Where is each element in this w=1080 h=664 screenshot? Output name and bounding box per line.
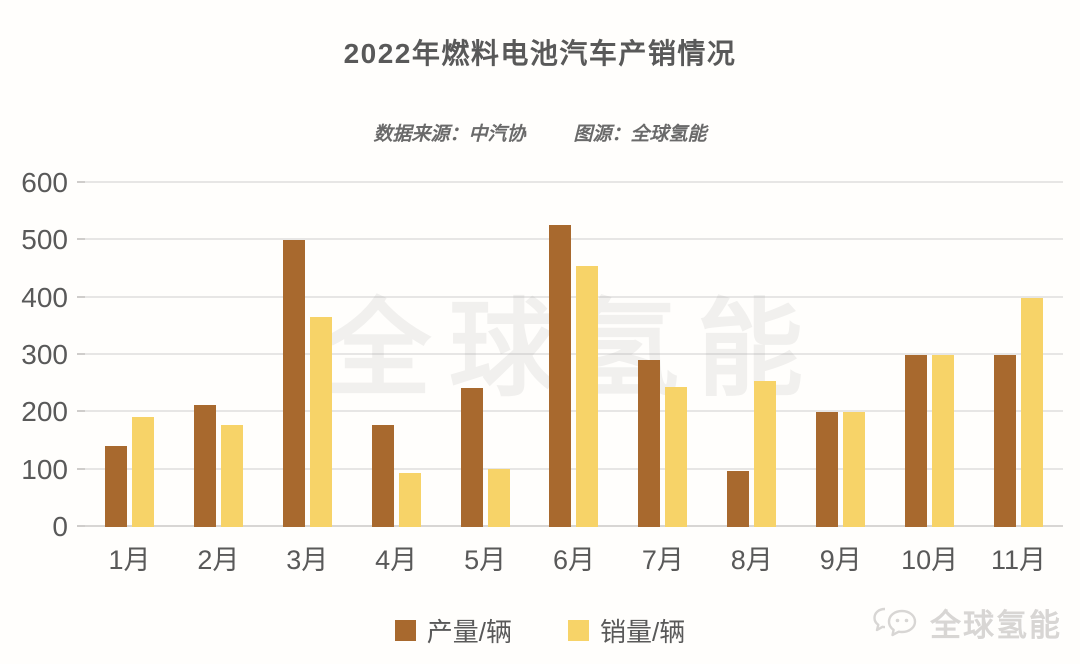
y-axis-label-400: 400: [21, 281, 68, 313]
gridline-300: [85, 353, 1063, 355]
x-axis-label-5月: 5月: [464, 545, 507, 575]
x-axis-label-10月: 10月: [901, 545, 959, 575]
bar-产量/辆-10月: [905, 355, 928, 527]
brand-logo-text: 全球氢能: [930, 608, 1062, 643]
legend-item-销量/辆: 销量/辆: [568, 612, 685, 649]
y-tick-500: [77, 238, 85, 241]
bar-销量/辆-3月: [309, 316, 332, 527]
bar-产量/辆-7月: [638, 359, 661, 527]
legend: 产量/辆 销量/辆: [0, 612, 1080, 649]
x-axis-label-6月: 6月: [552, 545, 595, 575]
legend-label-产量/辆: 产量/辆: [426, 617, 512, 647]
chart-subtitle: 数据来源：中汽协 图源：全球氢能: [0, 119, 1080, 146]
month-group-11月: [974, 183, 1063, 527]
month-group-8月: [707, 183, 796, 527]
bar-产量/辆-2月: [193, 404, 216, 527]
month-group-9月: [796, 183, 885, 527]
plot-area: 全球氢能: [77, 181, 1063, 527]
x-axis-label-9月: 9月: [819, 545, 862, 575]
bar-产量/辆-1月: [104, 445, 127, 527]
gridline-200: [85, 410, 1063, 413]
month-group-1月: [85, 183, 174, 527]
month-group-5月: [441, 183, 530, 527]
gridline-400: [85, 295, 1063, 298]
bars-row: [85, 183, 1063, 527]
bar-产量/辆-5月: [460, 388, 483, 527]
month-group-7月: [618, 183, 707, 527]
x-axis-label-4月: 4月: [375, 545, 418, 575]
x-axis-label-2月: 2月: [197, 545, 240, 575]
y-axis-label-600: 600: [21, 167, 68, 198]
y-tick-400: [77, 295, 85, 298]
y-tick-600: [77, 181, 85, 183]
y-tick-200: [77, 410, 85, 413]
gridline-0: [85, 525, 1063, 527]
x-axis-label-8月: 8月: [730, 545, 773, 575]
x-axis-label-3月: 3月: [286, 545, 329, 575]
image-source-label: 图源：全球氢能: [573, 124, 707, 145]
x-axis-labels: 1月 2月 3月 4月 5月 6月 7月 8月 9月 10月 11月: [85, 538, 1063, 582]
bar-销量/辆-4月: [398, 473, 421, 527]
y-axis-label-300: 300: [21, 339, 68, 370]
gridline-600: [85, 181, 1063, 183]
bar-销量/辆-10月: [932, 355, 955, 527]
bar-产量/辆-11月: [994, 355, 1017, 527]
y-axis-label-500: 500: [21, 224, 68, 256]
month-group-2月: [174, 183, 263, 527]
bar-产量/辆-8月: [727, 471, 750, 527]
legend-label-销量/辆: 销量/辆: [600, 617, 686, 647]
y-tick-0: [77, 525, 85, 527]
y-axis-label-100: 100: [21, 453, 68, 485]
bar-销量/辆-1月: [131, 416, 154, 527]
legend-item-产量/辆: 产量/辆: [394, 612, 512, 649]
legend-swatch-销量/辆: [568, 620, 589, 641]
bar-销量/辆-6月: [576, 266, 599, 527]
month-group-10月: [885, 183, 974, 527]
gridline-500: [85, 238, 1063, 241]
bar-销量/辆-7月: [665, 386, 688, 527]
bar-销量/辆-5月: [487, 468, 510, 527]
y-tick-300: [77, 353, 85, 355]
brand-logo: 全球氢能: [872, 600, 1062, 645]
legend-swatch-产量/辆: [394, 620, 416, 641]
bar-销量/辆-8月: [754, 380, 777, 527]
x-axis-label-1月: 1月: [108, 545, 151, 575]
wechat-bubbles-icon: [873, 607, 917, 636]
x-axis-label-11月: 11月: [991, 545, 1047, 575]
bar-产量/辆-6月: [549, 224, 572, 527]
y-tick-100: [77, 467, 85, 470]
bar-销量/辆-2月: [220, 424, 243, 527]
y-axis-labels: 0 100 200 300 400 500 600: [0, 169, 68, 541]
x-axis-label-7月: 7月: [641, 545, 684, 575]
month-group-3月: [263, 183, 352, 527]
chart-title: 2022年燃料电池汽车产销情况: [343, 38, 737, 69]
bar-产量/辆-9月: [816, 412, 839, 527]
y-axis-label-0: 0: [52, 511, 68, 542]
month-group-4月: [352, 183, 441, 527]
bar-销量/辆-11月: [1021, 297, 1044, 527]
bar-产量/辆-3月: [282, 240, 305, 527]
y-axis-label-200: 200: [21, 396, 68, 428]
bar-产量/辆-4月: [371, 424, 394, 527]
data-source-label: 数据来源：中汽协: [373, 124, 526, 145]
gridline-100: [85, 467, 1063, 470]
bar-销量/辆-9月: [843, 412, 866, 527]
month-group-6月: [530, 183, 619, 527]
